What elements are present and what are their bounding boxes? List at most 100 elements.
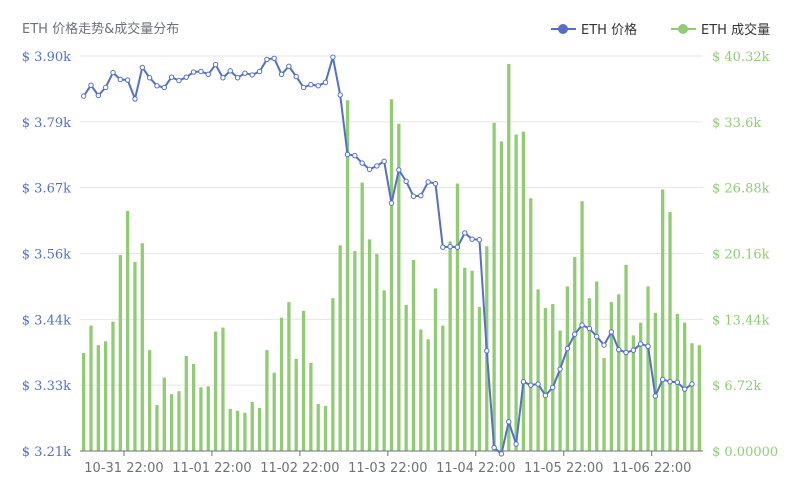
volume-bar[interactable]: [287, 302, 291, 451]
volume-bar[interactable]: [661, 189, 665, 451]
price-point[interactable]: [161, 84, 167, 91]
volume-bar[interactable]: [199, 387, 203, 451]
volume-bar[interactable]: [477, 306, 482, 451]
price-point[interactable]: [190, 69, 197, 75]
price-point[interactable]: [528, 382, 534, 388]
volume-bar[interactable]: [96, 345, 100, 451]
volume-bar[interactable]: [529, 198, 533, 451]
volume-bar[interactable]: [697, 345, 701, 451]
volume-bar[interactable]: [177, 391, 181, 451]
price-point[interactable]: [418, 192, 424, 199]
price-point[interactable]: [469, 236, 475, 242]
volume-bar[interactable]: [411, 259, 416, 451]
price-point[interactable]: [425, 179, 431, 185]
price-point[interactable]: [586, 325, 593, 332]
legend-item-volume[interactable]: ETH 成交量: [671, 22, 770, 38]
volume-bar[interactable]: [221, 327, 225, 451]
price-point[interactable]: [630, 347, 637, 353]
price-point[interactable]: [234, 75, 241, 81]
price-point[interactable]: [498, 451, 505, 457]
volume-bar[interactable]: [184, 355, 188, 451]
price-point[interactable]: [176, 77, 182, 84]
volume-bar[interactable]: [213, 331, 218, 451]
volume-bar[interactable]: [646, 286, 650, 451]
price-point[interactable]: [330, 54, 336, 60]
volume-bar[interactable]: [507, 64, 511, 451]
price-point[interactable]: [396, 167, 402, 173]
price-point[interactable]: [403, 178, 409, 185]
volume-bar[interactable]: [426, 339, 430, 451]
price-point[interactable]: [95, 92, 102, 99]
volume-bar[interactable]: [631, 335, 636, 451]
volume-bar[interactable]: [565, 286, 570, 451]
volume-bar[interactable]: [543, 307, 548, 451]
volume-bar[interactable]: [602, 357, 606, 451]
volume-bar[interactable]: [587, 298, 592, 451]
price-point[interactable]: [198, 68, 204, 75]
price-point[interactable]: [322, 79, 329, 86]
volume-bar[interactable]: [617, 294, 621, 451]
price-point[interactable]: [491, 444, 497, 451]
price-point[interactable]: [139, 64, 146, 71]
volume-bar[interactable]: [690, 343, 694, 451]
price-point[interactable]: [102, 84, 109, 91]
price-point[interactable]: [601, 342, 607, 348]
price-point[interactable]: [520, 379, 527, 385]
price-point[interactable]: [315, 83, 321, 89]
price-point[interactable]: [579, 322, 585, 328]
price-point[interactable]: [88, 82, 94, 88]
volume-bar[interactable]: [558, 330, 562, 451]
price-point[interactable]: [337, 92, 343, 98]
price-point[interactable]: [227, 68, 233, 74]
volume-bar[interactable]: [89, 325, 93, 451]
price-point[interactable]: [308, 81, 314, 88]
price-point[interactable]: [124, 77, 131, 83]
price-point[interactable]: [146, 75, 153, 81]
volume-bar[interactable]: [521, 131, 526, 452]
volume-bar[interactable]: [551, 304, 555, 451]
volume-bar[interactable]: [639, 322, 643, 451]
price-point[interactable]: [249, 72, 255, 78]
volume-bar[interactable]: [404, 305, 408, 451]
volume-bar[interactable]: [279, 317, 284, 451]
volume-bar[interactable]: [235, 410, 240, 451]
price-point[interactable]: [608, 329, 615, 335]
volume-bar[interactable]: [345, 100, 350, 451]
volume-bar[interactable]: [331, 298, 335, 451]
volume-bar[interactable]: [514, 134, 518, 451]
price-point[interactable]: [132, 96, 138, 102]
price-point[interactable]: [359, 160, 365, 166]
volume-bar[interactable]: [272, 372, 276, 451]
price-point[interactable]: [638, 341, 644, 347]
price-point[interactable]: [447, 243, 453, 250]
volume-bar[interactable]: [140, 243, 144, 451]
price-point[interactable]: [432, 180, 439, 187]
price-point[interactable]: [220, 75, 226, 81]
volume-bar[interactable]: [301, 310, 306, 451]
price-point[interactable]: [462, 230, 468, 236]
price-point[interactable]: [212, 61, 219, 68]
volume-bar[interactable]: [206, 386, 210, 451]
volume-bar[interactable]: [125, 210, 130, 451]
price-point[interactable]: [374, 163, 380, 169]
volume-bar[interactable]: [133, 261, 137, 451]
price-point[interactable]: [542, 392, 549, 399]
legend-item-price[interactable]: ETH 价格: [551, 22, 637, 38]
volume-bar[interactable]: [455, 183, 460, 452]
volume-bar[interactable]: [294, 358, 298, 451]
volume-bar[interactable]: [316, 403, 320, 451]
volume-bar[interactable]: [470, 270, 474, 451]
price-point[interactable]: [271, 55, 277, 61]
volume-bar[interactable]: [191, 363, 196, 451]
volume-bar[interactable]: [257, 407, 262, 451]
volume-bar[interactable]: [228, 408, 232, 451]
price-point[interactable]: [623, 349, 629, 356]
volume-bar[interactable]: [375, 254, 379, 451]
price-point[interactable]: [681, 386, 688, 392]
price-point[interactable]: [513, 441, 519, 447]
volume-bar[interactable]: [367, 239, 372, 451]
price-point[interactable]: [205, 71, 211, 78]
price-point[interactable]: [344, 151, 351, 158]
price-point[interactable]: [388, 200, 395, 206]
price-point[interactable]: [689, 381, 695, 387]
